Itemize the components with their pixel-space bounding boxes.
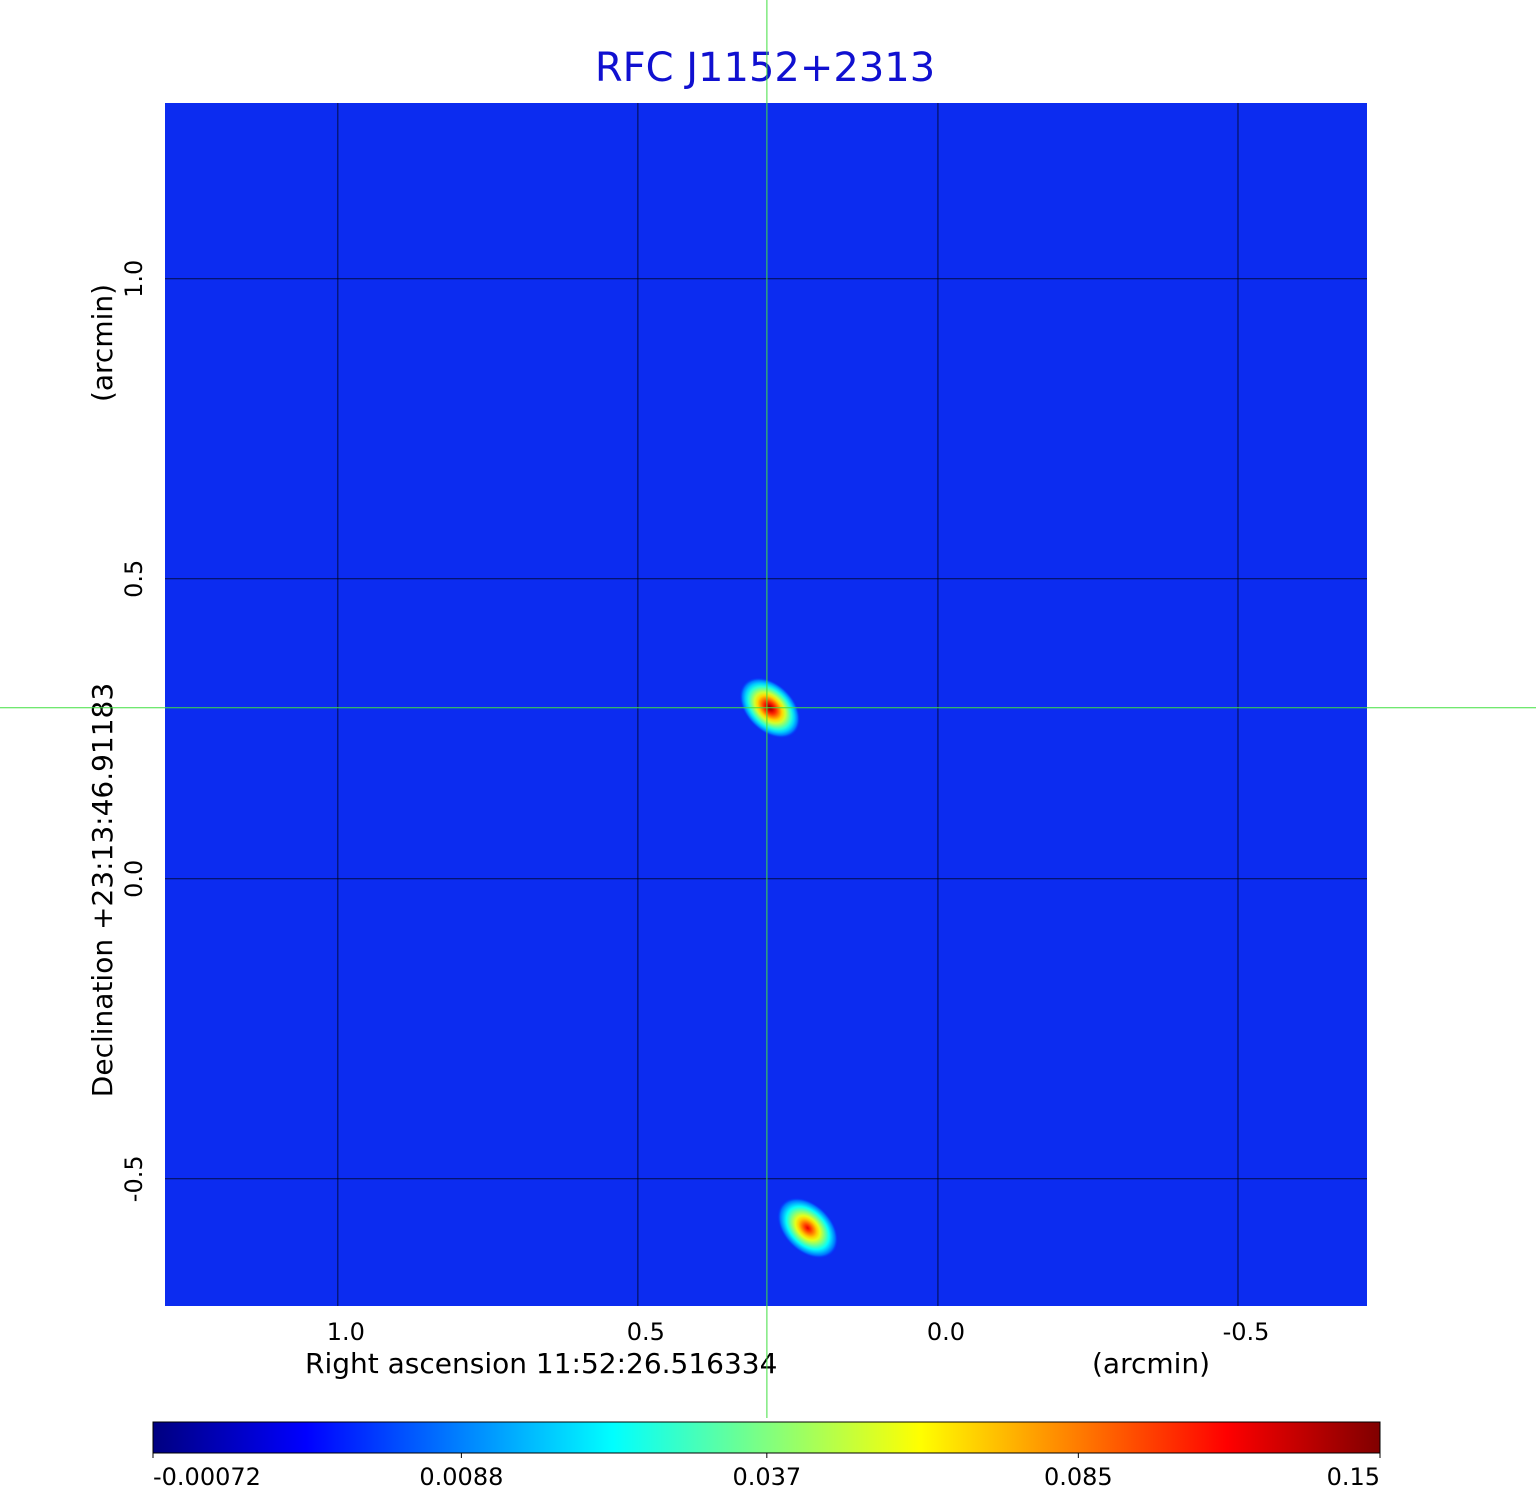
x-tick-label: 0.5	[627, 1318, 665, 1346]
y-axis-unit: (arcmin)	[86, 284, 119, 402]
y-tick-label: -0.5	[120, 1155, 148, 1202]
colorbar-tick-label: 0.037	[732, 1463, 801, 1491]
colorbar-tick-label: 0.085	[1044, 1463, 1113, 1491]
x-tick-label: 1.0	[327, 1318, 365, 1346]
x-axis-label: Right ascension 11:52:26.516334	[305, 1347, 777, 1380]
colorbar-tick-label: 0.15	[1327, 1463, 1380, 1491]
x-axis-unit: (arcmin)	[1092, 1347, 1210, 1380]
colorbar	[152, 1421, 1381, 1454]
colorbar-tick-label: 0.0088	[419, 1463, 503, 1491]
y-tick-label: 0.5	[120, 560, 148, 598]
y-tick-label: 0.0	[120, 860, 148, 898]
colorbar-tick-label: -0.00072	[153, 1463, 261, 1491]
x-tick-label: 0.0	[927, 1318, 965, 1346]
x-tick-label: -0.5	[1223, 1318, 1270, 1346]
chart-title: RFC J1152+2313	[595, 45, 935, 91]
source	[777, 1197, 839, 1259]
y-tick-label: 1.0	[120, 260, 148, 298]
y-axis-label: Declination +23:13:46.91183	[86, 683, 119, 1097]
